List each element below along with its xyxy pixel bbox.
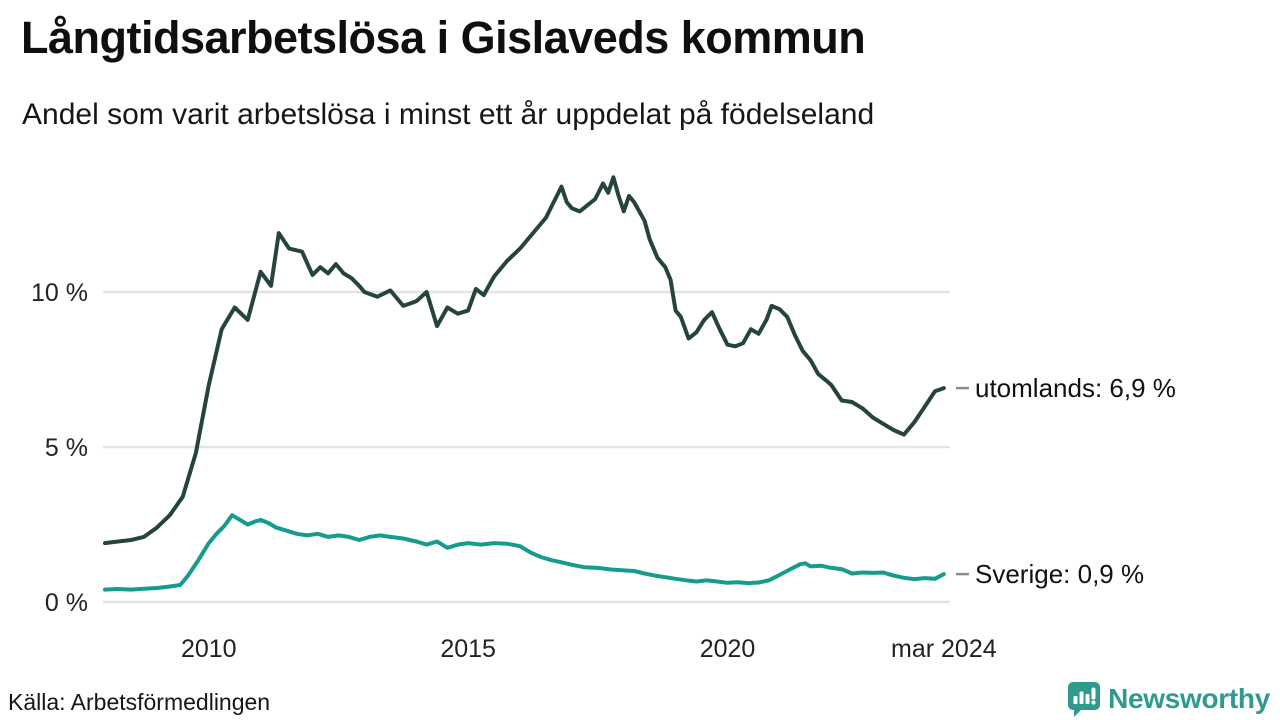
x-tick-label: 2010 [181,635,237,663]
x-tick-label: 2020 [700,635,756,663]
newsworthy-bubble-chart-icon [1067,681,1101,717]
y-tick-label: 10 % [31,279,88,307]
newsworthy-wordmark: Newsworthy [1108,683,1270,714]
gridlines [103,290,950,604]
source-note: Källa: Arbetsförmedlingen [8,689,271,715]
series-line-sverige [103,513,946,592]
x-tick-label: mar 2024 [891,635,997,663]
y-axis-tick-labels: 0 % 5 % 10 % [31,279,88,617]
series-end-label-sverige: Sverige: 0,9 % [975,559,1144,589]
series-end-labels: utomlands: 6,9 % Sverige: 0,9 % [956,373,1176,589]
chart-subtitle: Andel som varit arbetslösa i minst ett å… [22,98,875,131]
x-tick-label: 2015 [440,635,496,663]
y-tick-label: 0 % [45,589,88,617]
series-lines [103,175,946,592]
newsworthy-logo: Newsworthy [1067,681,1270,717]
series-line-utomlands [103,175,946,546]
chart-title: Långtidsarbetslösa i Gislaveds kommun [21,12,866,63]
y-tick-label: 5 % [45,434,88,462]
x-axis-tick-labels: 2010 2015 2020 mar 2024 [181,635,997,663]
series-end-label-utomlands: utomlands: 6,9 % [975,373,1176,403]
